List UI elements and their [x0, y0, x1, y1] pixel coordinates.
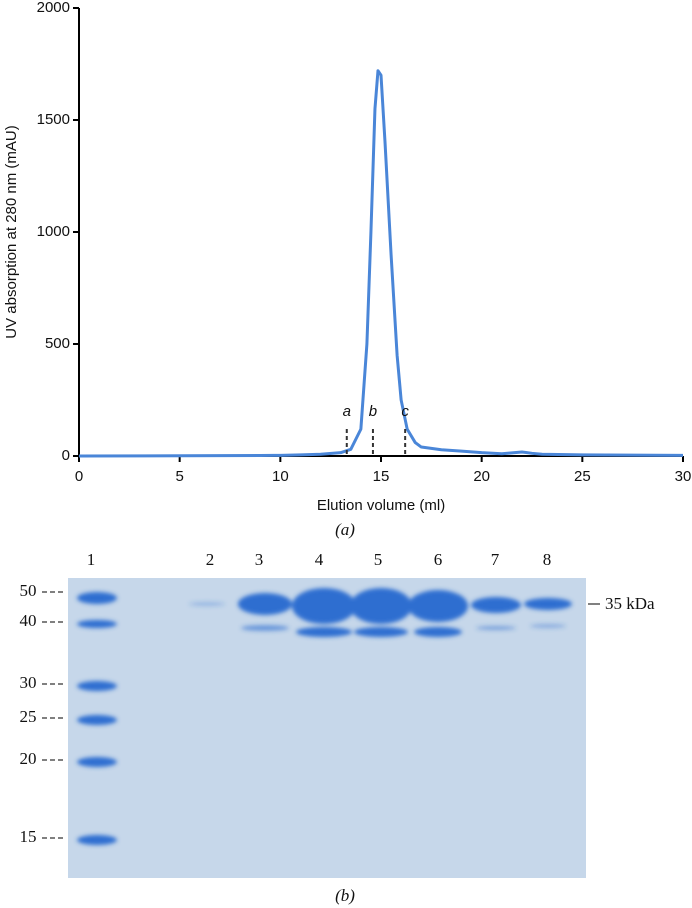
y-tick-label: 500 [45, 335, 70, 352]
x-tick-label: 30 [675, 468, 692, 485]
y-tick-label: 1000 [37, 223, 70, 240]
band [530, 624, 566, 628]
lane-label: 3 [255, 550, 264, 569]
band [77, 715, 117, 725]
band [189, 602, 225, 606]
x-tick-label: 15 [373, 468, 390, 485]
band [296, 627, 352, 637]
band [354, 627, 408, 637]
annotation: b [369, 403, 377, 420]
band [77, 620, 117, 628]
lane-label: 8 [543, 550, 552, 569]
caption: (a) [335, 520, 355, 539]
band [471, 597, 521, 613]
marker-label: 20 [20, 749, 37, 768]
x-tick-label: 5 [175, 468, 183, 485]
y-tick-label: 1500 [37, 111, 70, 128]
x-tick-label: 0 [75, 468, 83, 485]
lane-label: 2 [206, 550, 215, 569]
band [238, 593, 292, 615]
band [414, 627, 462, 637]
band-label: 35 kDa [605, 594, 655, 613]
marker-label: 50 [20, 581, 37, 600]
band [77, 592, 117, 604]
marker-label: 25 [20, 707, 37, 726]
lane-label: 5 [374, 550, 383, 569]
y-tick-label: 0 [62, 447, 70, 464]
band [77, 757, 117, 767]
lane-label: 7 [491, 550, 500, 569]
caption: (b) [335, 886, 355, 905]
line [78, 69, 684, 458]
marker-label: 15 [20, 827, 37, 846]
x-tick-label: 20 [473, 468, 490, 485]
band [241, 625, 289, 631]
band [524, 598, 572, 610]
x-tick-label: 10 [272, 468, 289, 485]
y-axis-label: UV absorption at 280 nm (mAU) [3, 125, 20, 338]
lane-label: 6 [434, 550, 443, 569]
annotation: c [401, 403, 409, 420]
lane-label: 4 [315, 550, 324, 569]
x-axis-label: Elution volume (ml) [317, 497, 445, 514]
band [408, 590, 468, 622]
annotation: a [343, 403, 351, 420]
x-tick-label: 25 [574, 468, 591, 485]
band [77, 681, 117, 691]
band [350, 588, 412, 624]
y-tick-label: 2000 [37, 0, 70, 16]
marker-label: 30 [20, 673, 37, 692]
band [292, 588, 356, 624]
band [476, 626, 516, 630]
marker-label: 40 [20, 611, 37, 630]
band [77, 835, 117, 845]
gel: 35 kDa (b) [68, 578, 655, 905]
lane-label: 1 [87, 550, 96, 569]
bands [77, 588, 572, 845]
